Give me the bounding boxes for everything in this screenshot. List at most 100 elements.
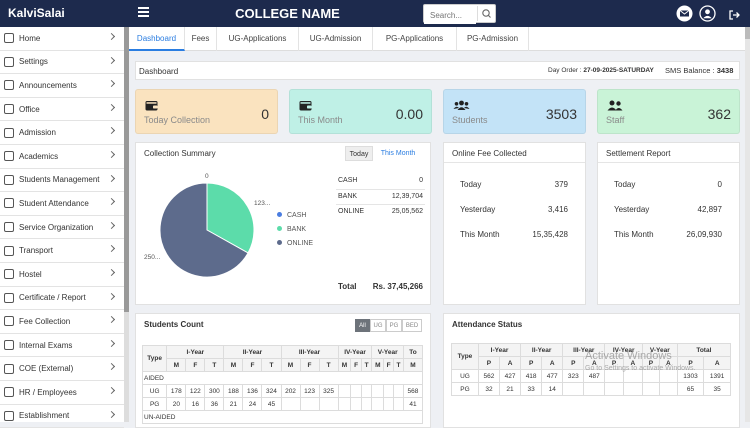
- sidebar-item-label: Transport: [19, 246, 53, 255]
- page-title: Dashboard: [139, 67, 178, 76]
- sidebar-item[interactable]: Fee Collection: [0, 310, 124, 334]
- sidebar-item-label: Certificate / Report: [19, 293, 86, 302]
- stat-label: This Month: [298, 115, 343, 125]
- legend-bank[interactable]: BANK: [277, 226, 306, 233]
- online-row-value: 15,35,428: [520, 230, 568, 239]
- divider: [598, 162, 739, 163]
- column-header: II-Year: [224, 346, 281, 359]
- column-header: II-Year: [521, 344, 563, 357]
- sidebar-item[interactable]: Hostel: [0, 263, 124, 287]
- menu-icon: [4, 316, 14, 326]
- table-cell: [351, 385, 362, 398]
- sidebar-item[interactable]: Admission: [0, 121, 124, 145]
- page-scrollbar[interactable]: [745, 27, 750, 422]
- table-cell: 325: [319, 385, 338, 398]
- stat-today-collection[interactable]: Today Collection 0: [135, 89, 278, 134]
- column-subheader: T: [361, 359, 372, 372]
- menu-icon: [4, 246, 14, 256]
- search-icon[interactable]: [477, 6, 494, 21]
- sidebar-item-label: Internal Exams: [19, 341, 72, 350]
- legend-online[interactable]: ONLINE: [277, 240, 313, 247]
- table-cell: [372, 385, 384, 398]
- sidebar-item[interactable]: Announcements: [0, 74, 124, 98]
- stat-staff[interactable]: Staff 362: [597, 89, 740, 134]
- menu-icon: [4, 340, 14, 350]
- sidebar-item[interactable]: Student Attendance: [0, 192, 124, 216]
- sidebar-item[interactable]: Establishment: [0, 405, 124, 428]
- tab-fees[interactable]: Fees: [185, 27, 217, 51]
- table-cell: 35: [704, 383, 731, 396]
- table-cell: 300: [205, 385, 224, 398]
- filter-bed[interactable]: BED: [402, 319, 422, 332]
- collection-row-value: 12,39,704: [380, 193, 423, 200]
- sidebar-item-label: Admission: [19, 128, 56, 137]
- column-subheader: T: [205, 359, 224, 372]
- settlement-report-panel: Settlement Report: [597, 142, 740, 305]
- filter-all[interactable]: All: [355, 319, 370, 332]
- sidebar-item[interactable]: Internal Exams: [0, 334, 124, 358]
- sidebar-item[interactable]: Students Management: [0, 169, 124, 193]
- table-cell: 324: [262, 385, 281, 398]
- column-subheader: M: [338, 359, 351, 372]
- table-cell: 21: [500, 383, 521, 396]
- divider: [444, 162, 585, 163]
- sidebar-scrollbar[interactable]: [124, 27, 129, 422]
- sidebar-item[interactable]: Service Organization: [0, 216, 124, 240]
- stat-students[interactable]: Students 3503: [443, 89, 586, 134]
- chevron-right-icon: [108, 33, 115, 40]
- filter-pg[interactable]: PG: [386, 319, 402, 332]
- column-header: Type: [452, 344, 479, 370]
- tab-dashboard[interactable]: Dashboard: [129, 27, 185, 51]
- menu-icon: [4, 269, 14, 279]
- sidebar-item[interactable]: COE (External): [0, 357, 124, 381]
- mail-icon[interactable]: [676, 5, 693, 27]
- tab-ug-applications[interactable]: UG-Applications: [217, 27, 299, 51]
- table-cell: 24: [243, 398, 262, 411]
- sidebar-item-label: Students Management: [19, 175, 100, 184]
- search-box: [423, 4, 496, 23]
- tab-pg-applications[interactable]: PG-Applications: [373, 27, 457, 51]
- filter-ug[interactable]: UG: [370, 319, 386, 332]
- sidebar-item-label: Hostel: [19, 270, 42, 279]
- sidebar-item[interactable]: Academics: [0, 145, 124, 169]
- column-subheader: A: [500, 357, 521, 370]
- chevron-right-icon: [108, 292, 115, 299]
- panel-title: Online Fee Collected: [452, 149, 527, 158]
- search-input[interactable]: [424, 7, 476, 24]
- online-row-label: This Month: [460, 230, 500, 239]
- menu-icon: [4, 387, 14, 397]
- table-cell: 1391: [704, 370, 731, 383]
- sidebar-item[interactable]: Home: [0, 27, 124, 51]
- menu-icon: [4, 198, 14, 208]
- tab-pg-admission[interactable]: PG-Admission: [457, 27, 529, 51]
- sidebar-item[interactable]: Settings: [0, 51, 124, 75]
- menu-icon: [4, 128, 14, 138]
- tab-ug-admission[interactable]: UG-Admission: [299, 27, 373, 51]
- legend-cash[interactable]: CASH: [277, 212, 306, 219]
- user-icon[interactable]: [699, 5, 716, 27]
- tab-today[interactable]: Today: [345, 146, 373, 161]
- activate-windows-subtext: Go to Settings to activate Windows.: [585, 365, 696, 372]
- collection-row-label: ONLINE: [338, 208, 364, 215]
- sidebar-item[interactable]: Office: [0, 98, 124, 122]
- table-cell: [338, 385, 351, 398]
- column-subheader: P: [478, 357, 499, 370]
- sidebar-item[interactable]: Certificate / Report: [0, 287, 124, 311]
- sidebar-item[interactable]: HR / Employees: [0, 381, 124, 405]
- menu-icon: [4, 33, 14, 43]
- day-order-value: 27-09-2025-SATURDAY: [583, 67, 653, 74]
- sidebar-item[interactable]: Transport: [0, 239, 124, 263]
- column-subheader: A: [542, 357, 563, 370]
- sidebar-item-label: Office: [19, 105, 40, 114]
- column-header: III-Year: [281, 346, 338, 359]
- tab-this-month[interactable]: This Month: [376, 146, 420, 161]
- stat-this-month[interactable]: This Month 0.00: [289, 89, 432, 134]
- table-cell: 16: [186, 398, 205, 411]
- menu-icon: [4, 293, 14, 303]
- online-fee-panel: Online Fee Collected: [443, 142, 586, 305]
- logout-icon[interactable]: [728, 8, 740, 26]
